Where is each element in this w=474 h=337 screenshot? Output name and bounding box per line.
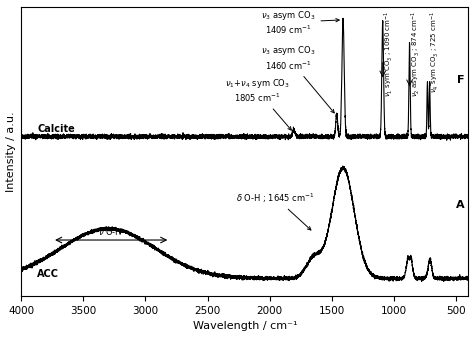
- Text: ACC: ACC: [37, 269, 59, 279]
- X-axis label: Wavelength / cm⁻¹: Wavelength / cm⁻¹: [192, 321, 297, 332]
- Text: $\nu_1$ sym CO$_3$ ; 1090 cm$^{-1}$: $\nu_1$ sym CO$_3$ ; 1090 cm$^{-1}$: [383, 11, 395, 97]
- Y-axis label: Intensity / a.u.: Intensity / a.u.: [6, 111, 16, 192]
- Text: $\delta$ O-H ; 1645 cm$^{-1}$: $\delta$ O-H ; 1645 cm$^{-1}$: [237, 191, 315, 230]
- Text: A: A: [456, 200, 465, 210]
- Text: $\nu_3$ asym CO$_3$
1460 cm$^{-1}$: $\nu_3$ asym CO$_3$ 1460 cm$^{-1}$: [261, 44, 334, 113]
- Text: $\nu_4$ sym CO$_3$ ; 725 cm$^{-1}$: $\nu_4$ sym CO$_3$ ; 725 cm$^{-1}$: [428, 11, 440, 93]
- Text: $\nu_2$ asym CO$_3$ ; 874 cm$^{-1}$: $\nu_2$ asym CO$_3$ ; 874 cm$^{-1}$: [410, 11, 422, 97]
- Text: $\nu_1$+$\nu_4$ sym CO$_3$
1805 cm$^{-1}$: $\nu_1$+$\nu_4$ sym CO$_3$ 1805 cm$^{-1}…: [225, 76, 292, 130]
- Text: F: F: [457, 75, 465, 86]
- Text: $\nu$ O-H: $\nu$ O-H: [98, 226, 123, 237]
- Text: Calcite: Calcite: [37, 124, 75, 134]
- Text: $\nu_3$ asym CO$_3$
1409 cm$^{-1}$: $\nu_3$ asym CO$_3$ 1409 cm$^{-1}$: [261, 9, 339, 36]
